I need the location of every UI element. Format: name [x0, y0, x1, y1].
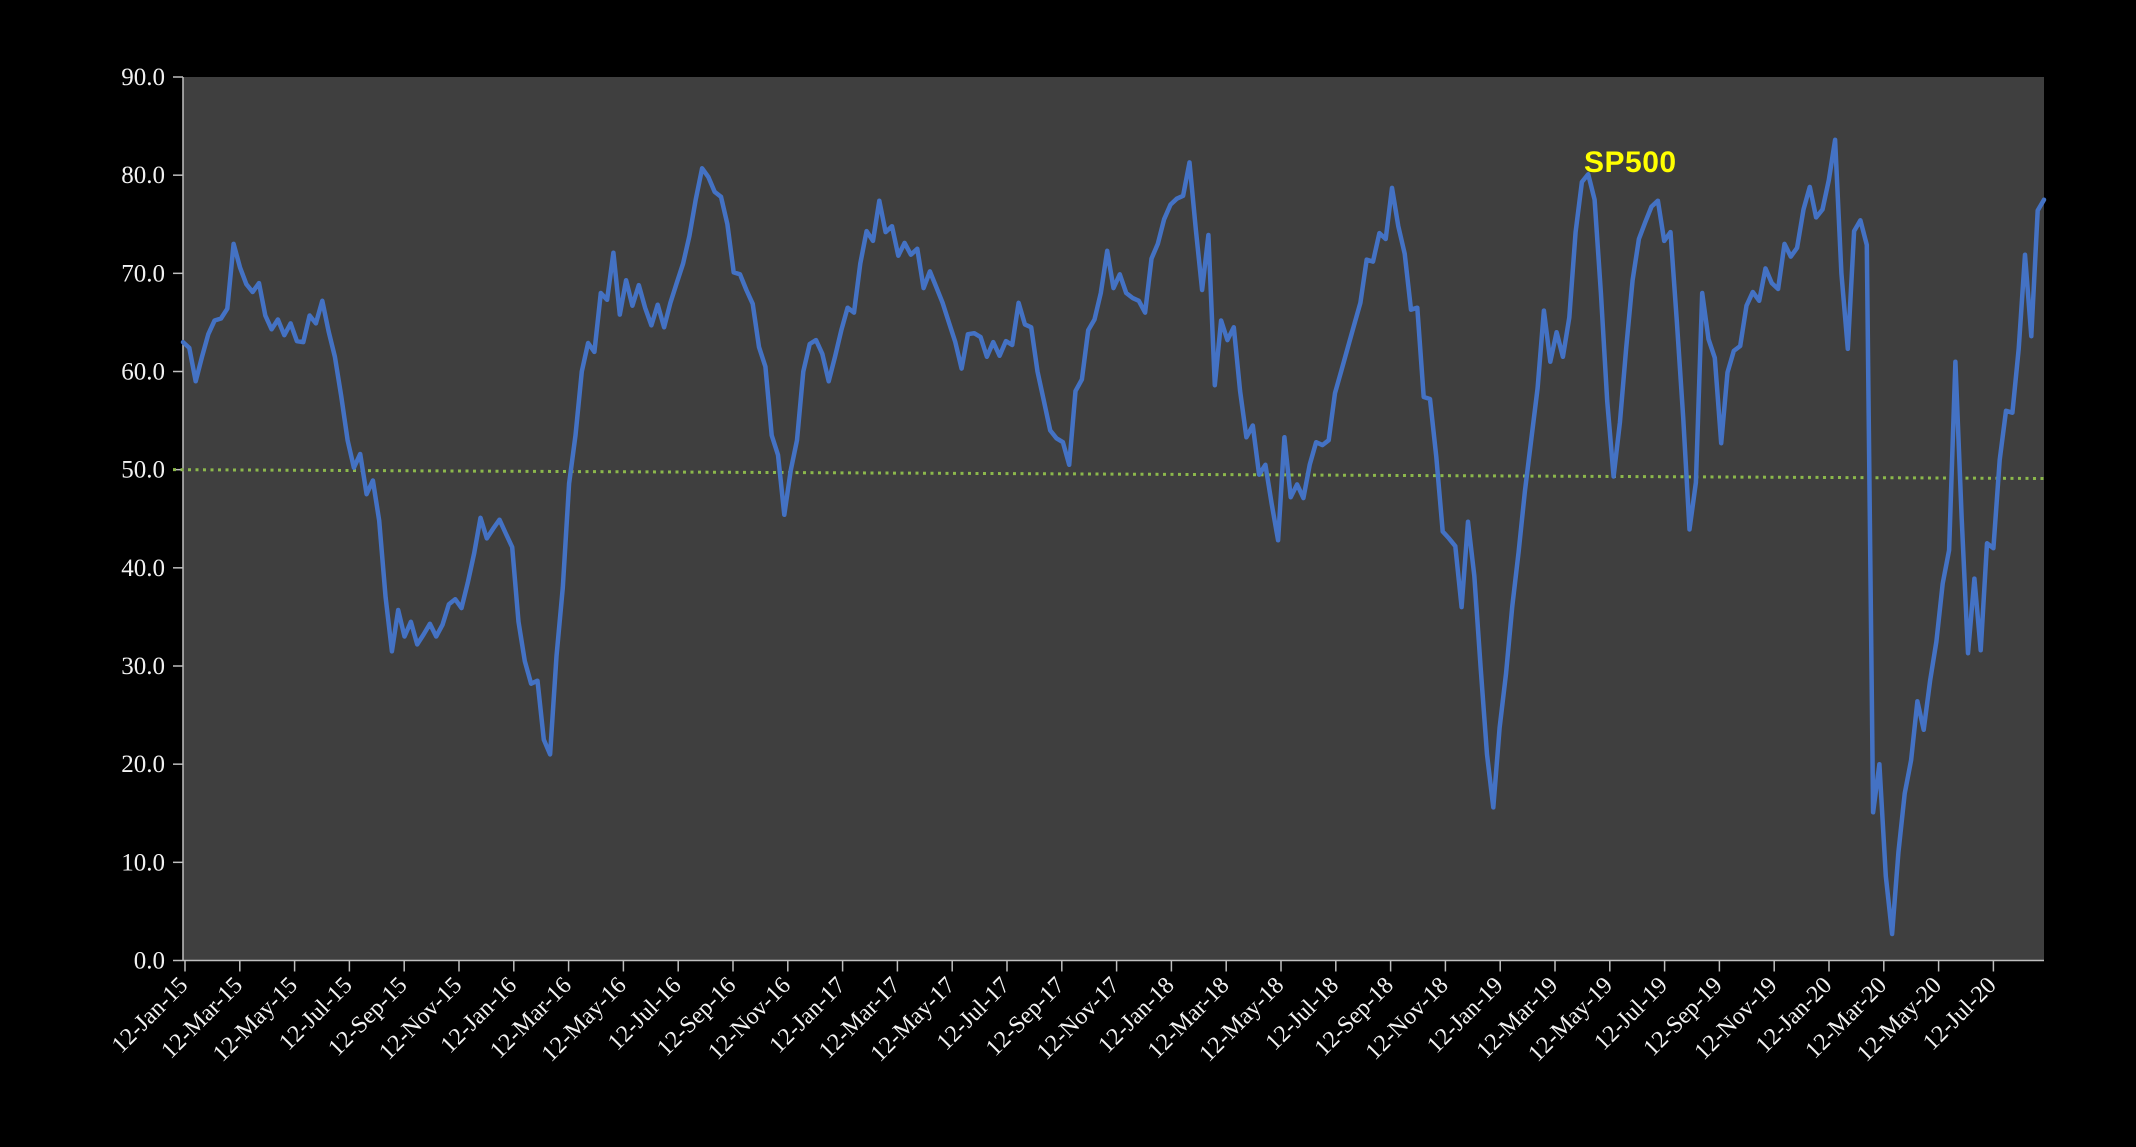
- y-tick-label: 80.0: [121, 162, 165, 189]
- y-tick-label: 20.0: [121, 751, 165, 778]
- y-tick-label: 40.0: [121, 555, 165, 582]
- plot-area: [183, 77, 2044, 961]
- y-tick-label: 60.0: [121, 359, 165, 386]
- y-tick-label: 10.0: [121, 849, 165, 876]
- x-axis: 12-Jan-1512-Mar-1512-May-1512-Jul-1512-S…: [107, 960, 2002, 1067]
- series-label: SP500: [1584, 146, 1677, 179]
- y-tick-label: 70.0: [121, 260, 165, 287]
- y-tick-label: 0.0: [134, 948, 165, 975]
- y-tick-label: 50.0: [121, 457, 165, 484]
- sp500-line: [180, 137, 2047, 937]
- y-tick-label: 30.0: [121, 653, 165, 680]
- y-axis: 0.0 10.0 20.0 30.0 40.0 50.0 60.0 70.0 80.0 90.0: [121, 64, 183, 975]
- y-tick-label: 90.0: [121, 64, 165, 91]
